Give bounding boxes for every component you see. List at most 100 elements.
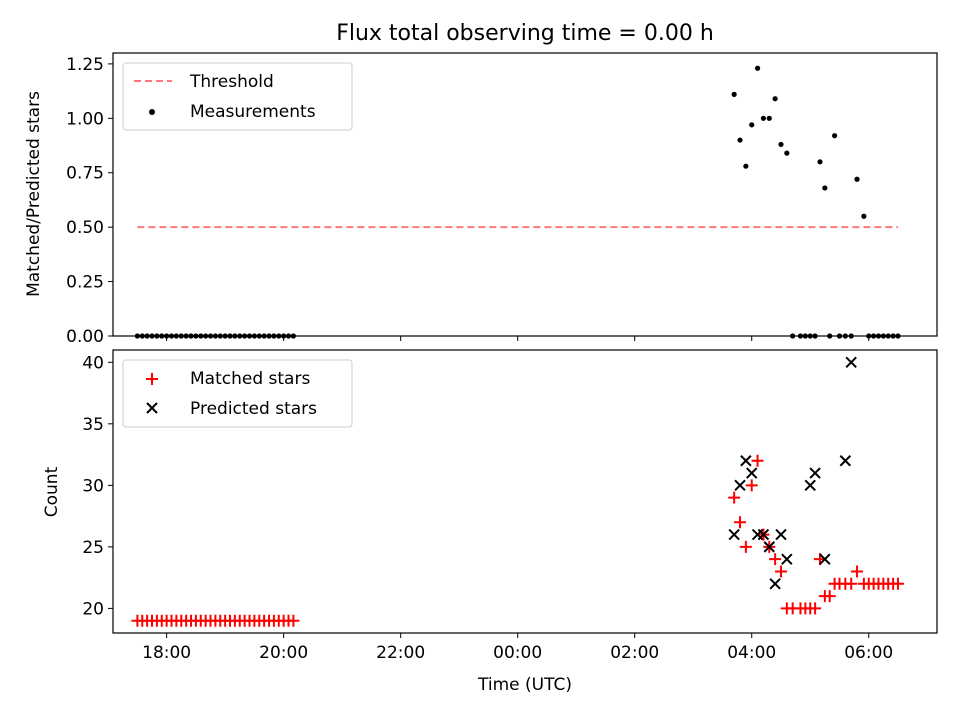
measurements-point bbox=[154, 333, 160, 339]
measurements-point bbox=[193, 333, 199, 339]
y-tick-label: 20 bbox=[82, 599, 104, 619]
measurements-point bbox=[276, 333, 282, 339]
measurements-point bbox=[737, 137, 743, 143]
measurements-point bbox=[836, 333, 843, 339]
predicted-stars-point bbox=[746, 467, 758, 479]
top-y-ticks: 0.00 0.25 0.50 0.75 1.00 1.25 bbox=[66, 55, 113, 347]
measurements-point bbox=[866, 333, 872, 339]
bottom-y-axis-label: Count bbox=[42, 466, 62, 517]
measurements-point bbox=[290, 333, 297, 339]
measurements-point bbox=[256, 333, 262, 339]
bottom-y-ticks: 20 25 30 35 40 bbox=[82, 353, 113, 619]
measurements-point bbox=[784, 150, 790, 156]
measurements-point bbox=[749, 122, 755, 128]
measurements-point bbox=[159, 333, 165, 339]
y-tick-label: 25 bbox=[82, 538, 104, 558]
x-tick-label: 04:00 bbox=[727, 643, 776, 663]
y-tick-label: 40 bbox=[82, 353, 104, 373]
measurements-point bbox=[895, 333, 901, 339]
measurements-point bbox=[880, 333, 886, 339]
predicted-stars-point bbox=[728, 528, 740, 541]
measurements-point bbox=[772, 96, 778, 102]
measurements-point bbox=[134, 333, 140, 339]
measurements-point bbox=[149, 333, 155, 339]
predicted-stars-point bbox=[769, 578, 781, 590]
measurements-point bbox=[212, 333, 218, 339]
predicted-stars-point bbox=[839, 455, 852, 467]
y-tick-label: 0.50 bbox=[66, 218, 104, 238]
matched-stars-point bbox=[728, 491, 741, 504]
matched-stars-point bbox=[851, 565, 864, 578]
measurements-point bbox=[227, 333, 233, 339]
chart-title: Flux total observing time = 0.00 h bbox=[336, 21, 714, 46]
measurements-point bbox=[731, 91, 737, 97]
measurements-point bbox=[854, 176, 860, 182]
y-tick-label: 1.00 bbox=[66, 109, 104, 129]
matched-stars-point bbox=[734, 516, 747, 529]
measurements-point bbox=[885, 333, 891, 339]
measurements-point bbox=[178, 333, 184, 339]
matched-stars-point bbox=[891, 577, 904, 590]
measurements-point bbox=[743, 163, 749, 169]
measurements-legend-swatch bbox=[149, 109, 155, 115]
y-tick-label: 0.25 bbox=[66, 273, 104, 293]
predicted-stars-point bbox=[845, 356, 857, 369]
predicted-stars-point bbox=[804, 479, 816, 492]
measurements-point bbox=[861, 213, 867, 219]
measurements-point bbox=[842, 333, 848, 339]
measurements-point bbox=[217, 333, 223, 339]
matched-stars-point bbox=[745, 479, 758, 492]
matched-legend-label: Matched stars bbox=[190, 369, 310, 389]
measurements-point bbox=[188, 333, 194, 339]
bottom-legend-box bbox=[122, 359, 353, 428]
matched-stars-point bbox=[769, 553, 782, 566]
measurements-point bbox=[237, 333, 243, 339]
measurements-point bbox=[871, 333, 877, 339]
top-plot-marks bbox=[134, 65, 901, 339]
matched-stars-point bbox=[845, 577, 858, 590]
bottom-panel: 20 25 30 35 40 18:00 20:00 22:00 00:00 02:00 04:0… bbox=[42, 349, 938, 695]
top-legend: Threshold Measurements bbox=[122, 62, 353, 131]
measurements-point bbox=[198, 333, 204, 339]
matched-stars-point bbox=[751, 454, 764, 467]
measurements-point bbox=[807, 333, 813, 339]
measurements-point bbox=[875, 333, 882, 339]
measurements-point bbox=[890, 333, 896, 339]
matched-stars-point bbox=[823, 590, 836, 603]
y-tick-label: 35 bbox=[82, 415, 104, 435]
bottom-legend: Matched stars Predicted stars bbox=[122, 359, 353, 428]
predicted-legend-label: Predicted stars bbox=[190, 399, 317, 419]
matched-stars-point bbox=[287, 614, 300, 627]
matched-legend-swatch bbox=[146, 373, 158, 385]
measurements-point bbox=[261, 333, 267, 339]
measurements-point bbox=[848, 333, 854, 339]
y-tick-label: 30 bbox=[82, 476, 104, 496]
measurements-point bbox=[832, 133, 838, 139]
matched-stars-point bbox=[809, 602, 822, 615]
x-tick-label: 20:00 bbox=[259, 643, 308, 663]
measurements-point bbox=[246, 333, 253, 339]
x-tick-label: 02:00 bbox=[610, 643, 659, 663]
measurements-point bbox=[817, 159, 823, 165]
predicted-stars-point bbox=[781, 553, 793, 565]
predicted-stars-point bbox=[763, 541, 775, 553]
measurements-point bbox=[232, 333, 238, 339]
measurements-point bbox=[173, 333, 179, 339]
y-tick-label: 1.25 bbox=[66, 55, 104, 75]
y-tick-label: 0.00 bbox=[66, 327, 104, 347]
measurements-point bbox=[802, 333, 808, 339]
measurements-point bbox=[766, 115, 772, 121]
measurements-point bbox=[271, 333, 277, 339]
measurements-point bbox=[754, 65, 761, 71]
measurements-point bbox=[251, 333, 257, 339]
x-tick-label: 00:00 bbox=[493, 643, 542, 663]
threshold-legend-label: Threshold bbox=[189, 72, 274, 92]
top-y-axis-label: Matched/Predicted stars bbox=[24, 91, 44, 297]
measurements-point bbox=[285, 333, 292, 339]
y-tick-label: 0.75 bbox=[66, 164, 104, 184]
measurements-point bbox=[144, 333, 150, 339]
top-panel: Flux total observing time = 0.00 h 0.000… bbox=[24, 21, 938, 347]
measurements-point bbox=[183, 333, 189, 339]
predicted-legend-swatch bbox=[146, 402, 158, 414]
